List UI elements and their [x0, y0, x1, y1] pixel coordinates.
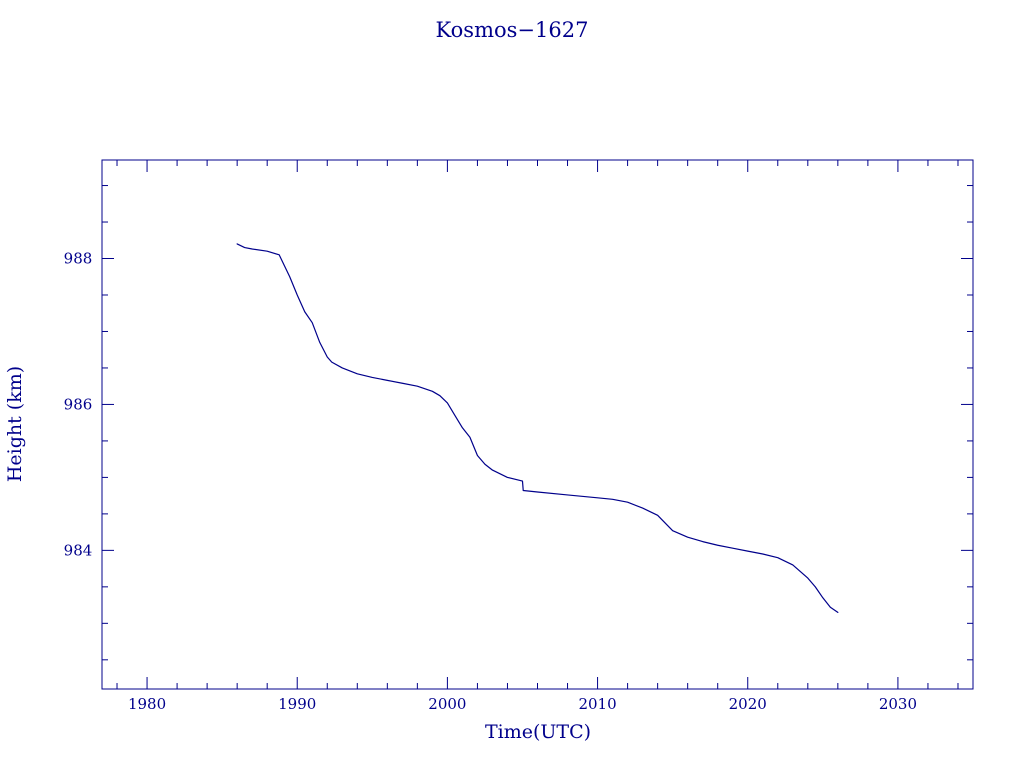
- x-tick-label: 1980: [128, 695, 166, 713]
- x-tick-label: 1990: [278, 695, 316, 713]
- y-tick-label: 988: [64, 250, 93, 268]
- y-axis-label: Height (km): [4, 366, 26, 482]
- x-tick-label: 2010: [578, 695, 616, 713]
- x-tick-label: 2000: [428, 695, 466, 713]
- plot-frame: [101, 159, 974, 690]
- axis-ticks: [102, 160, 973, 689]
- x-tick-label: 2020: [729, 695, 767, 713]
- x-axis-label: Time(UTC): [485, 721, 591, 743]
- series-line: [236, 243, 839, 613]
- series-layer: [236, 243, 839, 613]
- x-tick-label: 2030: [879, 695, 917, 713]
- chart-title: Kosmos−1627: [436, 18, 589, 42]
- y-tick-label: 986: [64, 395, 93, 413]
- y-tick-label: 984: [64, 541, 93, 559]
- axis-tick-labels: 1980 1990 2000 2010 2020 2030 984 986 988: [64, 250, 917, 713]
